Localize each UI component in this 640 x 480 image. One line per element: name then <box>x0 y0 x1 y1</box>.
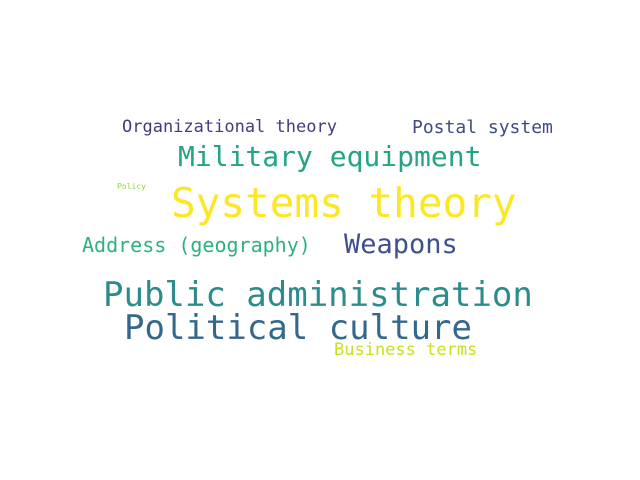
word-policy: Policy <box>117 182 146 191</box>
word-public-administration: Public administration <box>103 275 533 315</box>
word-systems-theory: Systems theory <box>171 179 517 227</box>
word-political-culture: Political culture <box>124 308 472 348</box>
word-postal-system: Postal system <box>412 117 553 138</box>
word-military-equipment: Military equipment <box>178 140 482 173</box>
word-business-terms: Business terms <box>334 340 478 360</box>
word-weapons: Weapons <box>344 229 458 260</box>
word-organizational-theory: Organizational theory <box>122 117 337 137</box>
word-address-geography: Address (geography) <box>82 233 311 257</box>
